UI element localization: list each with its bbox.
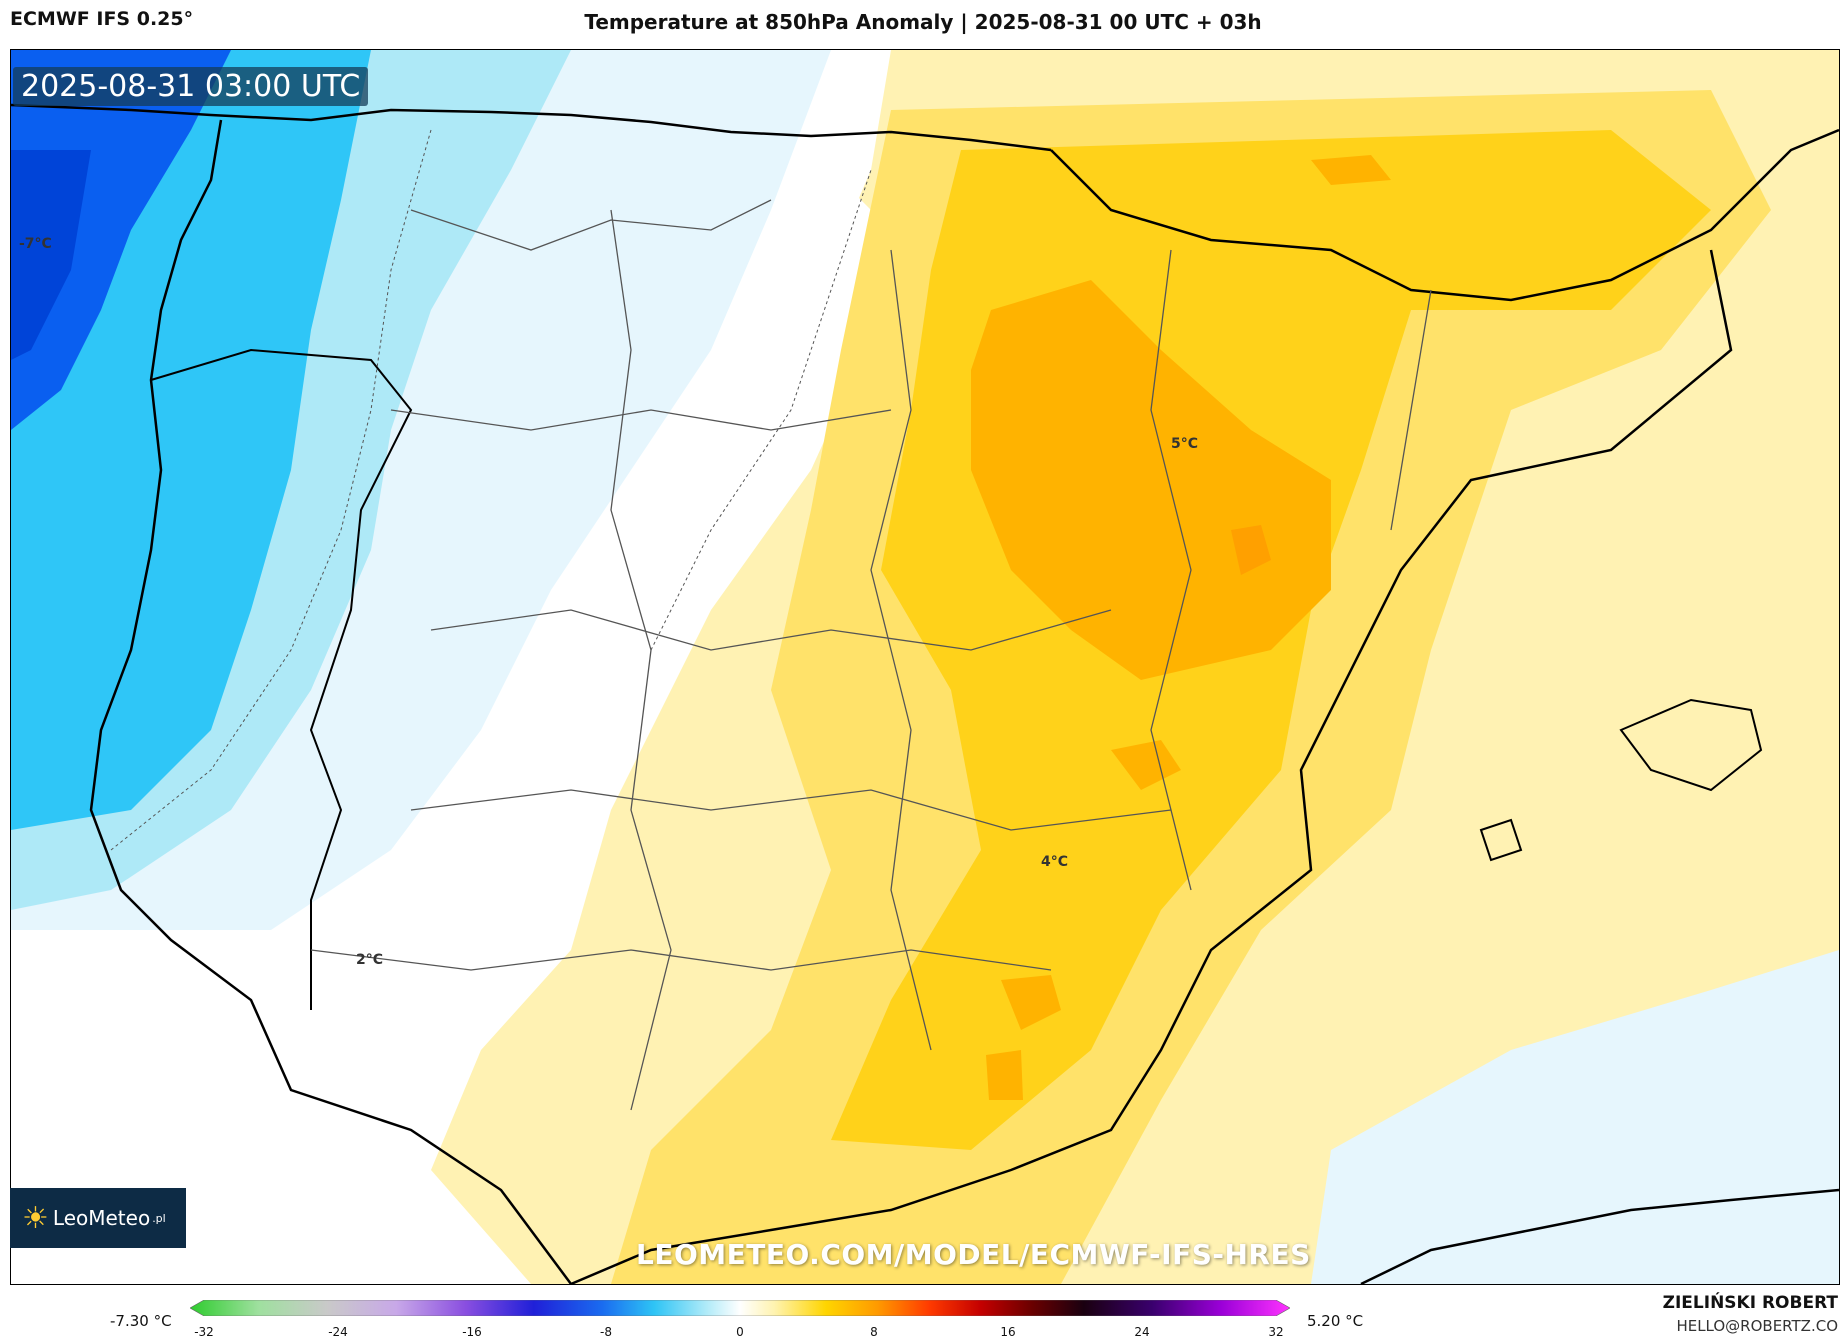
model-name: ECMWF IFS 0.25° xyxy=(10,8,194,30)
sun-icon: ☀ xyxy=(22,1200,49,1236)
warm-strong-north xyxy=(1311,155,1391,185)
cold-pale-sea xyxy=(1311,950,1839,1284)
chart-title: Temperature at 850hPa Anomaly | 2025-08-… xyxy=(584,10,1262,34)
colorbar-tick-label: -32 xyxy=(194,1325,214,1339)
colorbar-tick-label: -16 xyxy=(462,1325,482,1339)
logo-suffix: .pl xyxy=(152,1211,166,1225)
colorbar xyxy=(190,1300,1290,1316)
warm-strong-south xyxy=(1001,975,1061,1030)
logo-text: LeoMeteo xyxy=(52,1206,151,1230)
min-value-label: -7°C xyxy=(19,236,52,252)
value-label-south: 4°C xyxy=(1041,854,1069,870)
regional-borders xyxy=(310,199,1432,1111)
coastline-mediterranean xyxy=(570,249,1733,1284)
border-portugal xyxy=(150,348,413,1010)
source-watermark: LEOMETEO.COM/MODEL/ECMWF-IFS-HRES xyxy=(636,1238,1311,1271)
coastline-africa xyxy=(1360,1188,1839,1284)
warm-peak-region xyxy=(1231,525,1271,575)
colorbar-tick-label: 32 xyxy=(1268,1325,1284,1339)
max-value-label: 5°C xyxy=(1171,436,1199,452)
value-label-southwest: 2°C xyxy=(356,952,384,968)
anomaly-map: 2025-08-31 03:00 UTC -7°C 5°C 4°C 2°C xyxy=(10,49,1840,1285)
colorbar-tick-label: -24 xyxy=(328,1325,348,1339)
colorbar-tick-label: 24 xyxy=(1134,1325,1150,1339)
colorbar-max-label: 5.20 °C xyxy=(1307,1312,1364,1330)
map-canvas xyxy=(11,50,1839,1284)
cold-deep-core xyxy=(11,150,91,360)
colorbar-tick-label: -8 xyxy=(600,1325,612,1339)
coastline-north xyxy=(11,103,1052,152)
balearic-mallorca xyxy=(1619,698,1763,792)
colorbar-bar xyxy=(190,1300,1290,1316)
cold-deep-region xyxy=(11,50,231,430)
leometeo-logo: ☀ LeoMeteo .pl xyxy=(10,1188,186,1248)
author-name: ZIELIŃSKI ROBERT xyxy=(1662,1293,1838,1313)
warm-strong-region xyxy=(971,280,1331,680)
colorbar-min-label: -7.30 °C xyxy=(110,1312,172,1330)
valid-time-badge: 2025-08-31 03:00 UTC xyxy=(13,67,369,106)
warm-strong-south2 xyxy=(986,1050,1023,1100)
contour-dashed xyxy=(110,129,432,851)
colorbar-tick-label: 0 xyxy=(736,1325,744,1339)
contour-dashed-2 xyxy=(650,169,872,651)
coastline-east xyxy=(1050,128,1839,302)
colorbar-tick-label: 8 xyxy=(870,1325,878,1339)
balearic-ibiza xyxy=(1479,818,1523,862)
colorbar-tick-label: 16 xyxy=(1000,1325,1016,1339)
author-email: HELLO@ROBERTZ.CO xyxy=(1676,1317,1838,1335)
coastline-west xyxy=(89,119,573,1284)
